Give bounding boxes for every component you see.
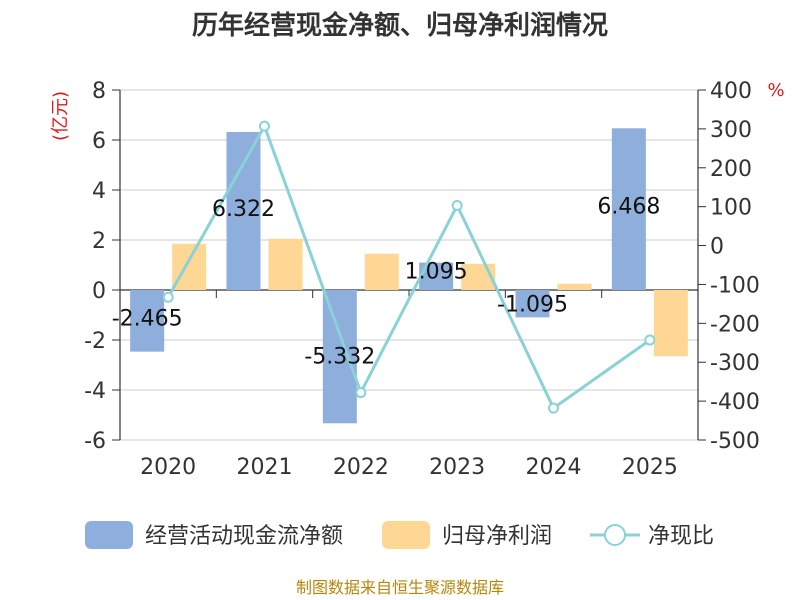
right-tick-label: -200 [710, 312, 760, 337]
right-tick-label: 400 [710, 79, 752, 104]
category-label: 2020 [140, 455, 196, 480]
right-tick-label: -400 [710, 390, 760, 415]
data-labels: -2.465 6.322 -5.332 1.095 -1.095 6.468 [112, 194, 661, 369]
right-tick-label: 200 [710, 157, 752, 182]
cashflow-data-label: -1.095 [497, 292, 568, 317]
legend-label: 经营活动现金流净额 [145, 524, 343, 549]
left-tick-label: 6 [92, 129, 106, 154]
cashflow-bar [515, 290, 550, 318]
ratio-point [162, 291, 174, 303]
ratio-point [644, 334, 656, 346]
legend-swatch [85, 521, 133, 549]
ratio-point [355, 387, 367, 399]
chart-title: 历年经营现金净额、归母净利润情况 [192, 10, 608, 41]
legend-label: 净现比 [648, 524, 714, 549]
bars [130, 128, 688, 424]
ratio-line [162, 120, 656, 414]
left-tick-label: 0 [92, 279, 106, 304]
right-tick-label: -500 [710, 429, 760, 454]
legend-swatch [382, 521, 430, 549]
cashflow-data-label: 6.468 [597, 194, 660, 219]
cashflow-data-label: -2.465 [112, 307, 183, 332]
net-profit-bar [653, 290, 688, 357]
cashflow-bar [130, 290, 165, 352]
legend-marker [604, 524, 626, 546]
source-note: 制图数据来自恒生聚源数据库 [296, 578, 504, 597]
left-axis-unit: (亿元) [50, 91, 71, 141]
legend-item: 归母净利润 [382, 521, 552, 549]
legend: 经营活动现金流净额 归母净利润 净现比 [85, 521, 714, 549]
ratio-line-path [166, 122, 651, 411]
legend-item: 经营活动现金流净额 [85, 521, 343, 549]
net-profit-bar [268, 238, 303, 290]
left-tick-label: -2 [84, 329, 106, 354]
category-label: 2021 [237, 455, 293, 480]
ratio-point [451, 200, 463, 211]
right-tick-label: -100 [710, 273, 760, 298]
cashflow-bar [611, 128, 646, 290]
category-label: 2025 [622, 455, 678, 480]
ratio-point [259, 120, 270, 132]
net-profit-bar [364, 253, 399, 290]
left-tick-label: -4 [84, 379, 106, 404]
category-label: 2023 [429, 455, 485, 480]
axes: 8 6 4 2 0 -2 -4 -6 400 300 200 100 0 -100 -200 -300 -400… [84, 79, 760, 480]
left-tick-label: 2 [92, 229, 106, 254]
ratio-point [548, 402, 559, 414]
category-label: 2024 [526, 455, 582, 480]
right-tick-label: 0 [710, 235, 724, 260]
legend-item: 净现比 [590, 524, 714, 549]
category-label: 2022 [333, 455, 389, 480]
cashflow-data-label: 6.322 [212, 197, 275, 222]
left-tick-label: 4 [92, 179, 106, 204]
net-profit-bar [557, 283, 592, 290]
right-tick-label: 300 [710, 118, 752, 143]
cashflow-bar [226, 131, 261, 290]
cashflow-data-label: -5.332 [304, 344, 375, 369]
left-tick-label: 8 [92, 79, 106, 104]
left-tick-label: -6 [84, 429, 106, 454]
right-axis-unit: % [767, 80, 784, 101]
right-tick-label: 100 [710, 196, 752, 221]
cashflow-data-label: 1.095 [405, 260, 468, 285]
right-tick-label: -300 [710, 351, 760, 376]
legend-label: 归母净利润 [442, 524, 552, 549]
cashflow-bar [322, 290, 357, 424]
